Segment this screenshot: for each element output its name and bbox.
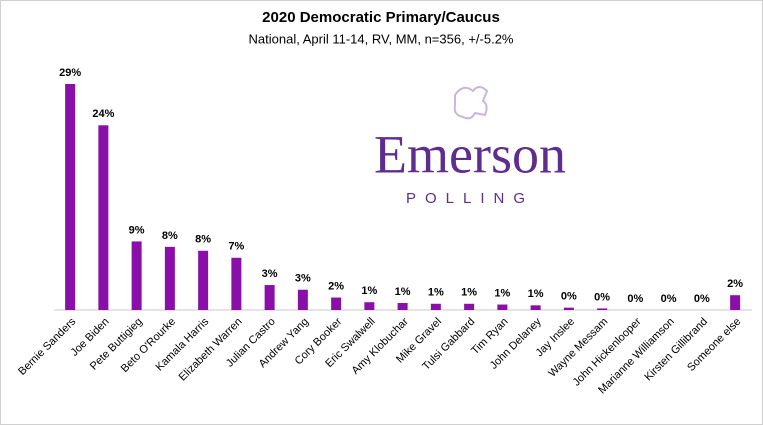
bar [430, 303, 441, 310]
bar [397, 302, 408, 310]
chart-title: 2020 Democratic Primary/Caucus [262, 9, 500, 26]
value-label: 1% [461, 287, 477, 299]
bar [464, 303, 475, 310]
logo-crest [453, 86, 489, 120]
value-label: 2% [727, 278, 743, 290]
value-label: 1% [428, 287, 444, 299]
bar [264, 285, 275, 310]
bar [297, 289, 308, 310]
value-label: 0% [627, 293, 643, 305]
value-label: 0% [694, 293, 710, 305]
logo: Emerson POLLING [374, 86, 566, 207]
bar [65, 84, 76, 310]
logo-name: Emerson [374, 124, 566, 184]
value-label: 1% [395, 286, 411, 298]
value-label: 0% [594, 291, 610, 303]
bar [530, 305, 541, 310]
bar [563, 307, 574, 310]
bar [497, 304, 508, 310]
bar [131, 241, 142, 310]
value-label: 1% [528, 288, 544, 300]
bar [164, 246, 175, 310]
bar [730, 295, 741, 310]
bar [98, 125, 109, 310]
bar [331, 297, 342, 310]
value-label: 3% [295, 273, 311, 285]
value-label: 29% [59, 67, 81, 79]
bar [231, 257, 242, 310]
value-label: 2% [328, 280, 344, 292]
value-label: 24% [92, 108, 114, 120]
bar [198, 250, 209, 310]
value-label: 0% [661, 293, 677, 305]
value-label: 7% [228, 241, 244, 253]
value-label: 9% [129, 224, 145, 236]
logo-tagline: POLLING [406, 190, 534, 207]
chart-subtitle: National, April 11-14, RV, MM, n=356, +/… [249, 31, 514, 46]
bar [364, 302, 375, 310]
bar [597, 308, 608, 310]
value-label: 8% [195, 234, 211, 246]
value-label: 1% [494, 287, 510, 299]
value-label: 0% [561, 291, 577, 303]
value-label: 3% [262, 268, 278, 280]
value-label: 1% [361, 285, 377, 297]
value-label: 8% [162, 230, 178, 242]
